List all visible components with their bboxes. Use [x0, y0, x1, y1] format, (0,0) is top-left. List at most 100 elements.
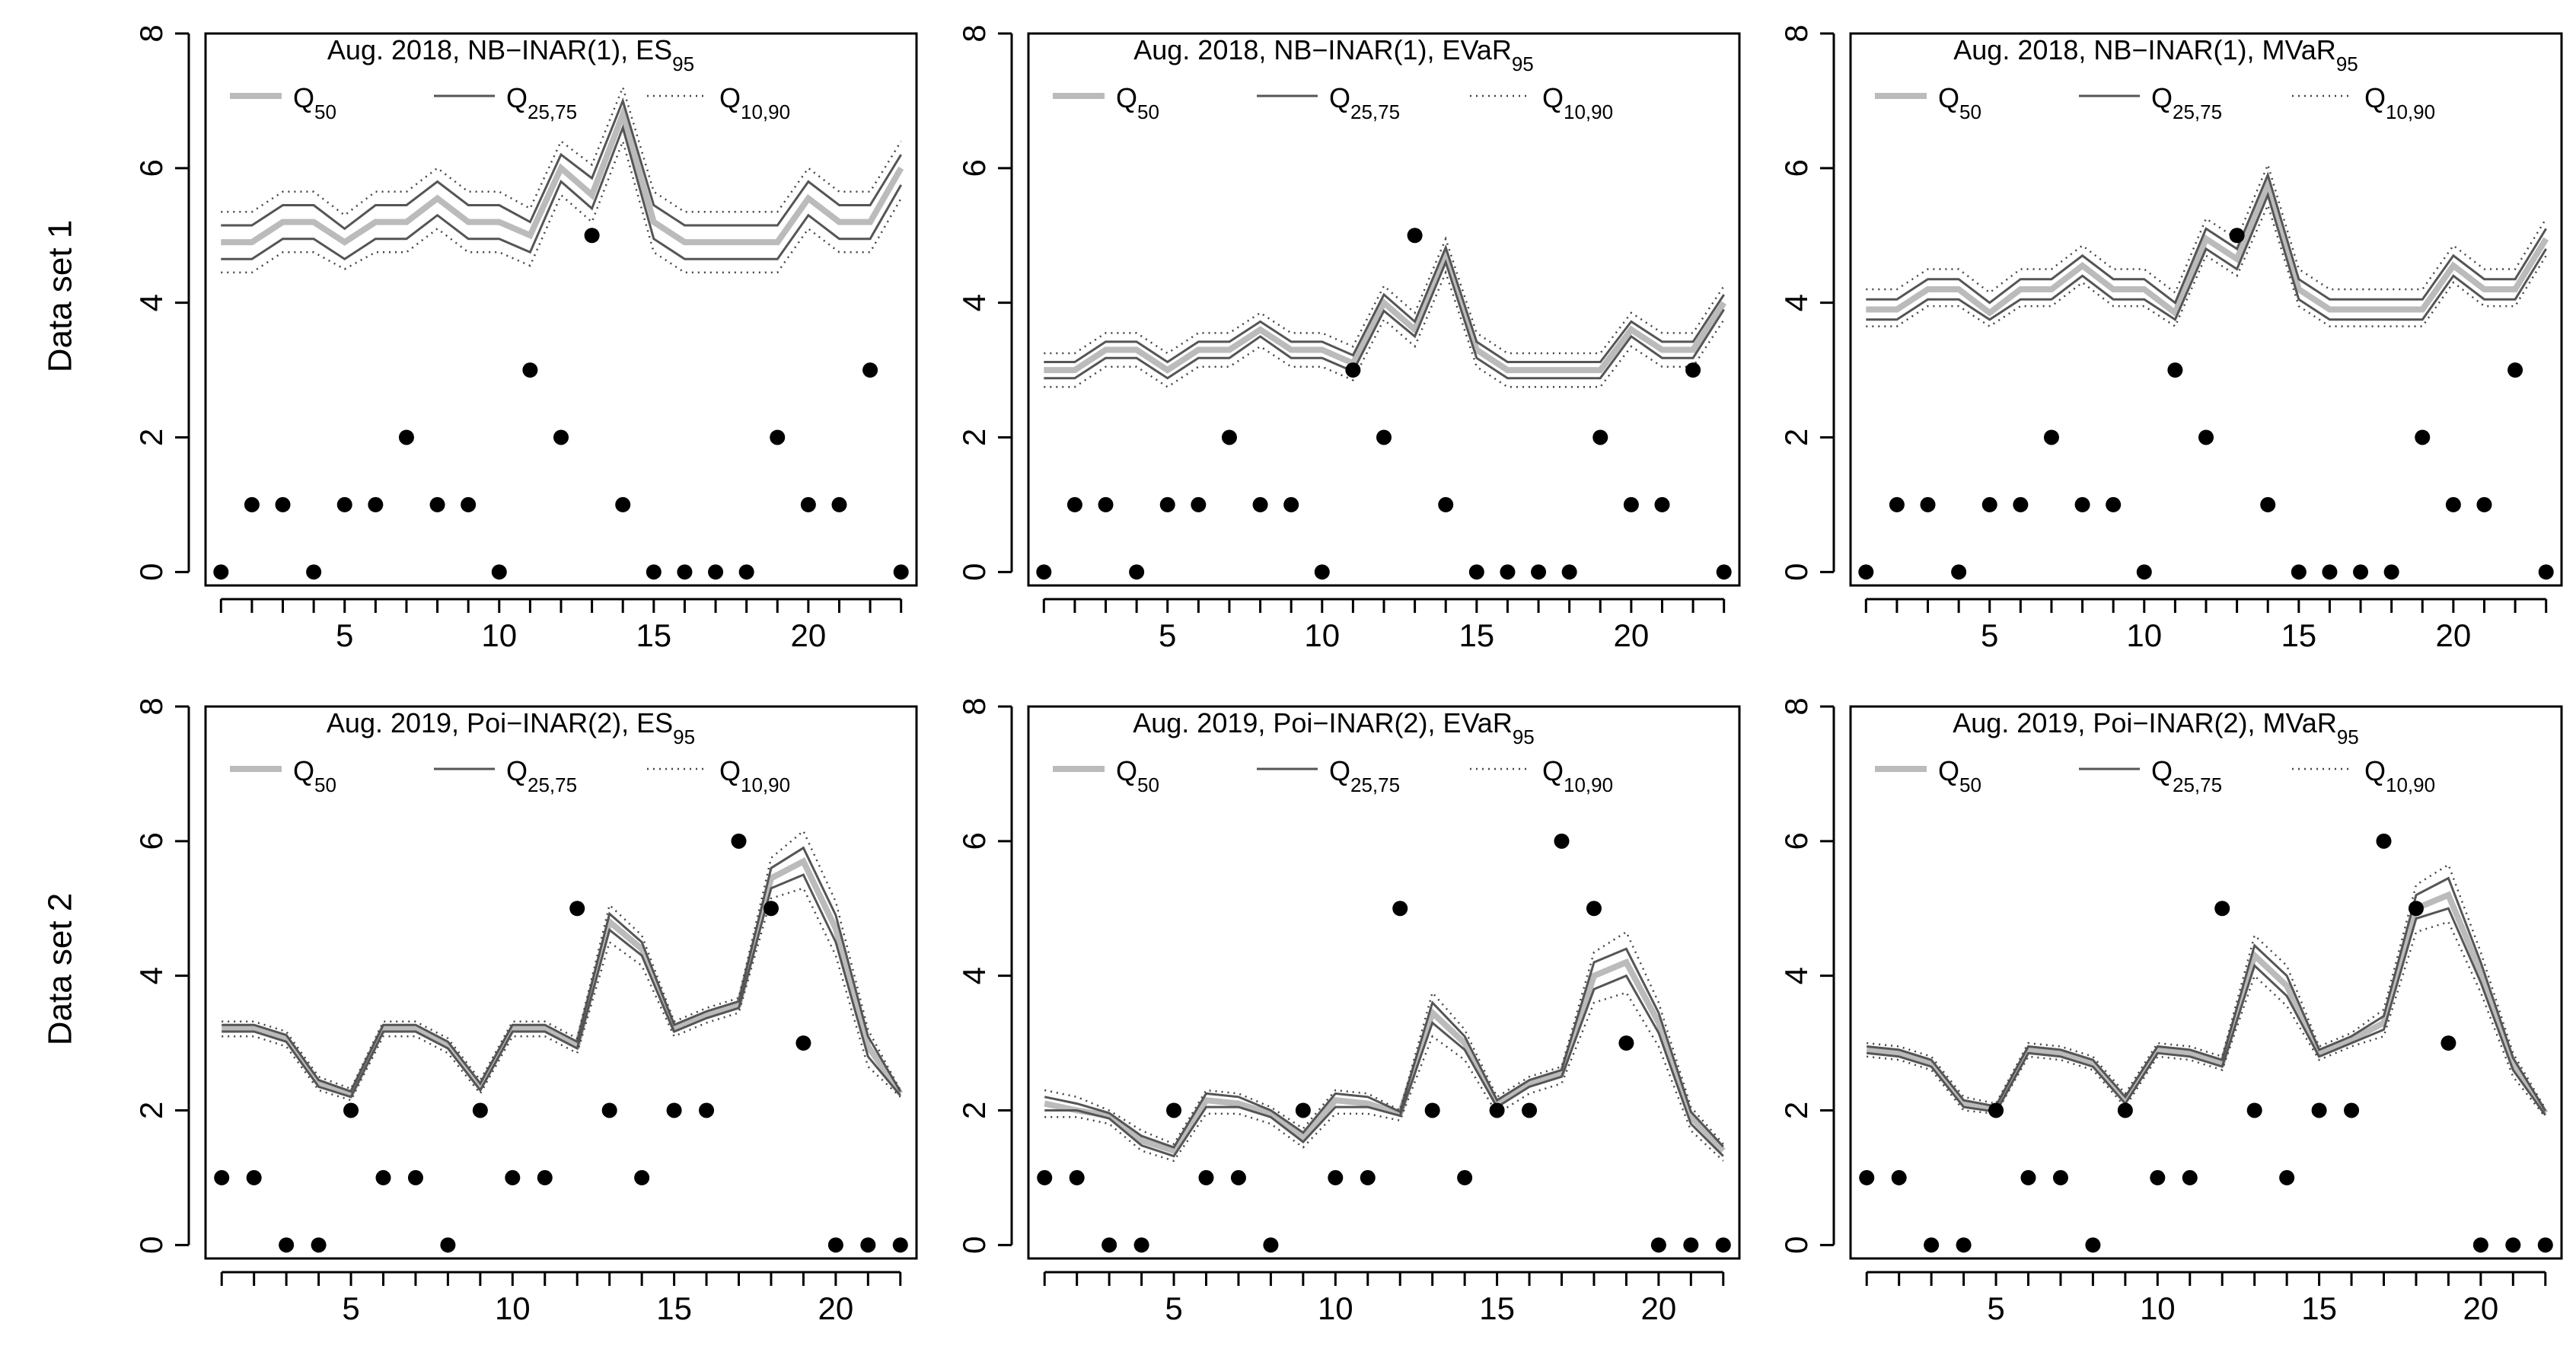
observed-point — [1891, 1169, 1907, 1185]
x-tick-label: 5 — [1981, 617, 1998, 653]
y-tick-label-group: 2 — [1778, 1102, 1814, 1119]
observed-point — [1283, 496, 1299, 512]
observed-point — [491, 564, 507, 580]
y-tick-label-group: 4 — [956, 294, 992, 311]
observed-point — [770, 429, 786, 445]
observed-point — [1133, 1237, 1149, 1253]
observed-point — [375, 1169, 391, 1185]
y-tick-label: 6 — [1778, 832, 1814, 850]
y-tick-label-group: 4 — [956, 967, 992, 984]
x-tick-label: 5 — [342, 1290, 359, 1326]
observed-point — [2507, 362, 2523, 378]
observed-point — [213, 564, 229, 580]
row-label-2: Data set 2 — [42, 893, 79, 1046]
observed-point — [708, 564, 724, 580]
panel-title: Aug. 2019, Poi−INAR(2), EVaR95 — [1133, 707, 1535, 748]
series-q50 — [1866, 175, 2549, 318]
observed-point — [1858, 564, 1874, 580]
observed-point — [666, 1102, 682, 1118]
observed-point — [429, 496, 445, 512]
observed-point — [2246, 1102, 2262, 1118]
observed-point — [505, 1169, 521, 1185]
y-tick-label-group: 8 — [133, 697, 169, 715]
observed-point — [1360, 1169, 1376, 1185]
observed-point — [2279, 1169, 2295, 1185]
observed-point — [2013, 496, 2029, 512]
y-tick-label: 8 — [133, 697, 169, 715]
observed-point — [279, 1237, 295, 1253]
y-tick-label-group: 0 — [133, 563, 169, 581]
y-tick-label-group: 2 — [956, 1102, 992, 1119]
series-q75 — [1044, 244, 1725, 364]
series-q75 — [222, 846, 902, 1093]
chart-panel-1: 5 10 15 20 0 2 4 6 8 Aug. 2018, NB−INAR(1), ES95 Q… — [133, 24, 918, 653]
observed-point — [831, 496, 847, 512]
y-tick-label: 2 — [1778, 429, 1814, 446]
observed-point — [2353, 564, 2369, 580]
observed-point — [2260, 496, 2276, 512]
observed-point — [2150, 1169, 2166, 1185]
y-tick-label: 6 — [133, 832, 169, 850]
series-q50 — [1044, 247, 1727, 374]
observed-point — [1683, 1237, 1699, 1253]
x-tick-label: 20 — [2463, 1290, 2499, 1326]
observed-point — [1295, 1102, 1311, 1118]
panel-title: Aug. 2019, Poi−INAR(2), MVaR95 — [1953, 707, 2358, 748]
plot-frame — [204, 32, 918, 587]
observed-point — [615, 496, 631, 512]
observed-point — [1716, 564, 1732, 580]
observed-point — [862, 362, 878, 378]
x-tick-label: 20 — [2436, 617, 2472, 653]
y-tick-label: 4 — [1778, 294, 1814, 311]
x-tick-label: 5 — [1159, 617, 1176, 653]
observed-point — [1345, 362, 1361, 378]
observed-point — [2376, 833, 2392, 849]
legend-label-q25-75: Q25,75 — [506, 82, 577, 123]
observed-point — [2344, 1102, 2360, 1118]
observed-point — [214, 1169, 230, 1185]
observed-point — [2537, 1237, 2553, 1253]
observed-point — [731, 833, 747, 849]
series-q90 — [221, 84, 902, 217]
series-q25 — [1044, 974, 1724, 1158]
plot-frame — [204, 705, 918, 1260]
observed-point — [1129, 564, 1145, 580]
x-tick-label: 10 — [481, 617, 517, 653]
y-tick-label-group: 6 — [133, 159, 169, 177]
observed-point — [1198, 1169, 1214, 1185]
observed-point — [440, 1237, 456, 1253]
y-tick-label: 0 — [1778, 1236, 1814, 1254]
plot-frame — [1027, 32, 1741, 587]
observed-point — [1069, 1169, 1085, 1185]
y-tick-label-group: 8 — [956, 24, 992, 42]
observed-point — [2322, 564, 2338, 580]
x-tick-label: 20 — [791, 617, 827, 653]
observed-point — [795, 1035, 811, 1051]
observed-point — [246, 1169, 262, 1185]
observed-point — [1561, 564, 1577, 580]
observed-point — [407, 1169, 423, 1185]
legend-label-q10-90: Q10,90 — [2364, 755, 2435, 796]
y-tick-label-group: 8 — [1778, 24, 1814, 42]
legend-label-q50: Q50 — [1116, 755, 1159, 796]
y-tick-label-group: 6 — [1778, 159, 1814, 177]
x-tick-label: 15 — [636, 617, 671, 653]
observed-point — [306, 564, 322, 580]
y-tick-label: 2 — [1778, 1102, 1814, 1119]
series-q75 — [1866, 171, 2547, 305]
observed-point — [1650, 1237, 1666, 1253]
series-q50 — [221, 104, 904, 246]
y-tick-label: 4 — [956, 294, 992, 311]
observed-point — [1098, 496, 1114, 512]
observed-point — [2106, 496, 2122, 512]
x-tick-label: 5 — [336, 617, 353, 653]
observed-point — [2408, 901, 2424, 917]
y-tick-label: 8 — [1778, 697, 1814, 715]
x-tick-label: 20 — [1614, 617, 1650, 653]
observed-point — [2074, 496, 2090, 512]
observed-point — [738, 564, 754, 580]
y-tick-label-group: 8 — [956, 697, 992, 715]
x-tick-label: 15 — [2281, 617, 2316, 653]
observed-point — [634, 1169, 650, 1185]
